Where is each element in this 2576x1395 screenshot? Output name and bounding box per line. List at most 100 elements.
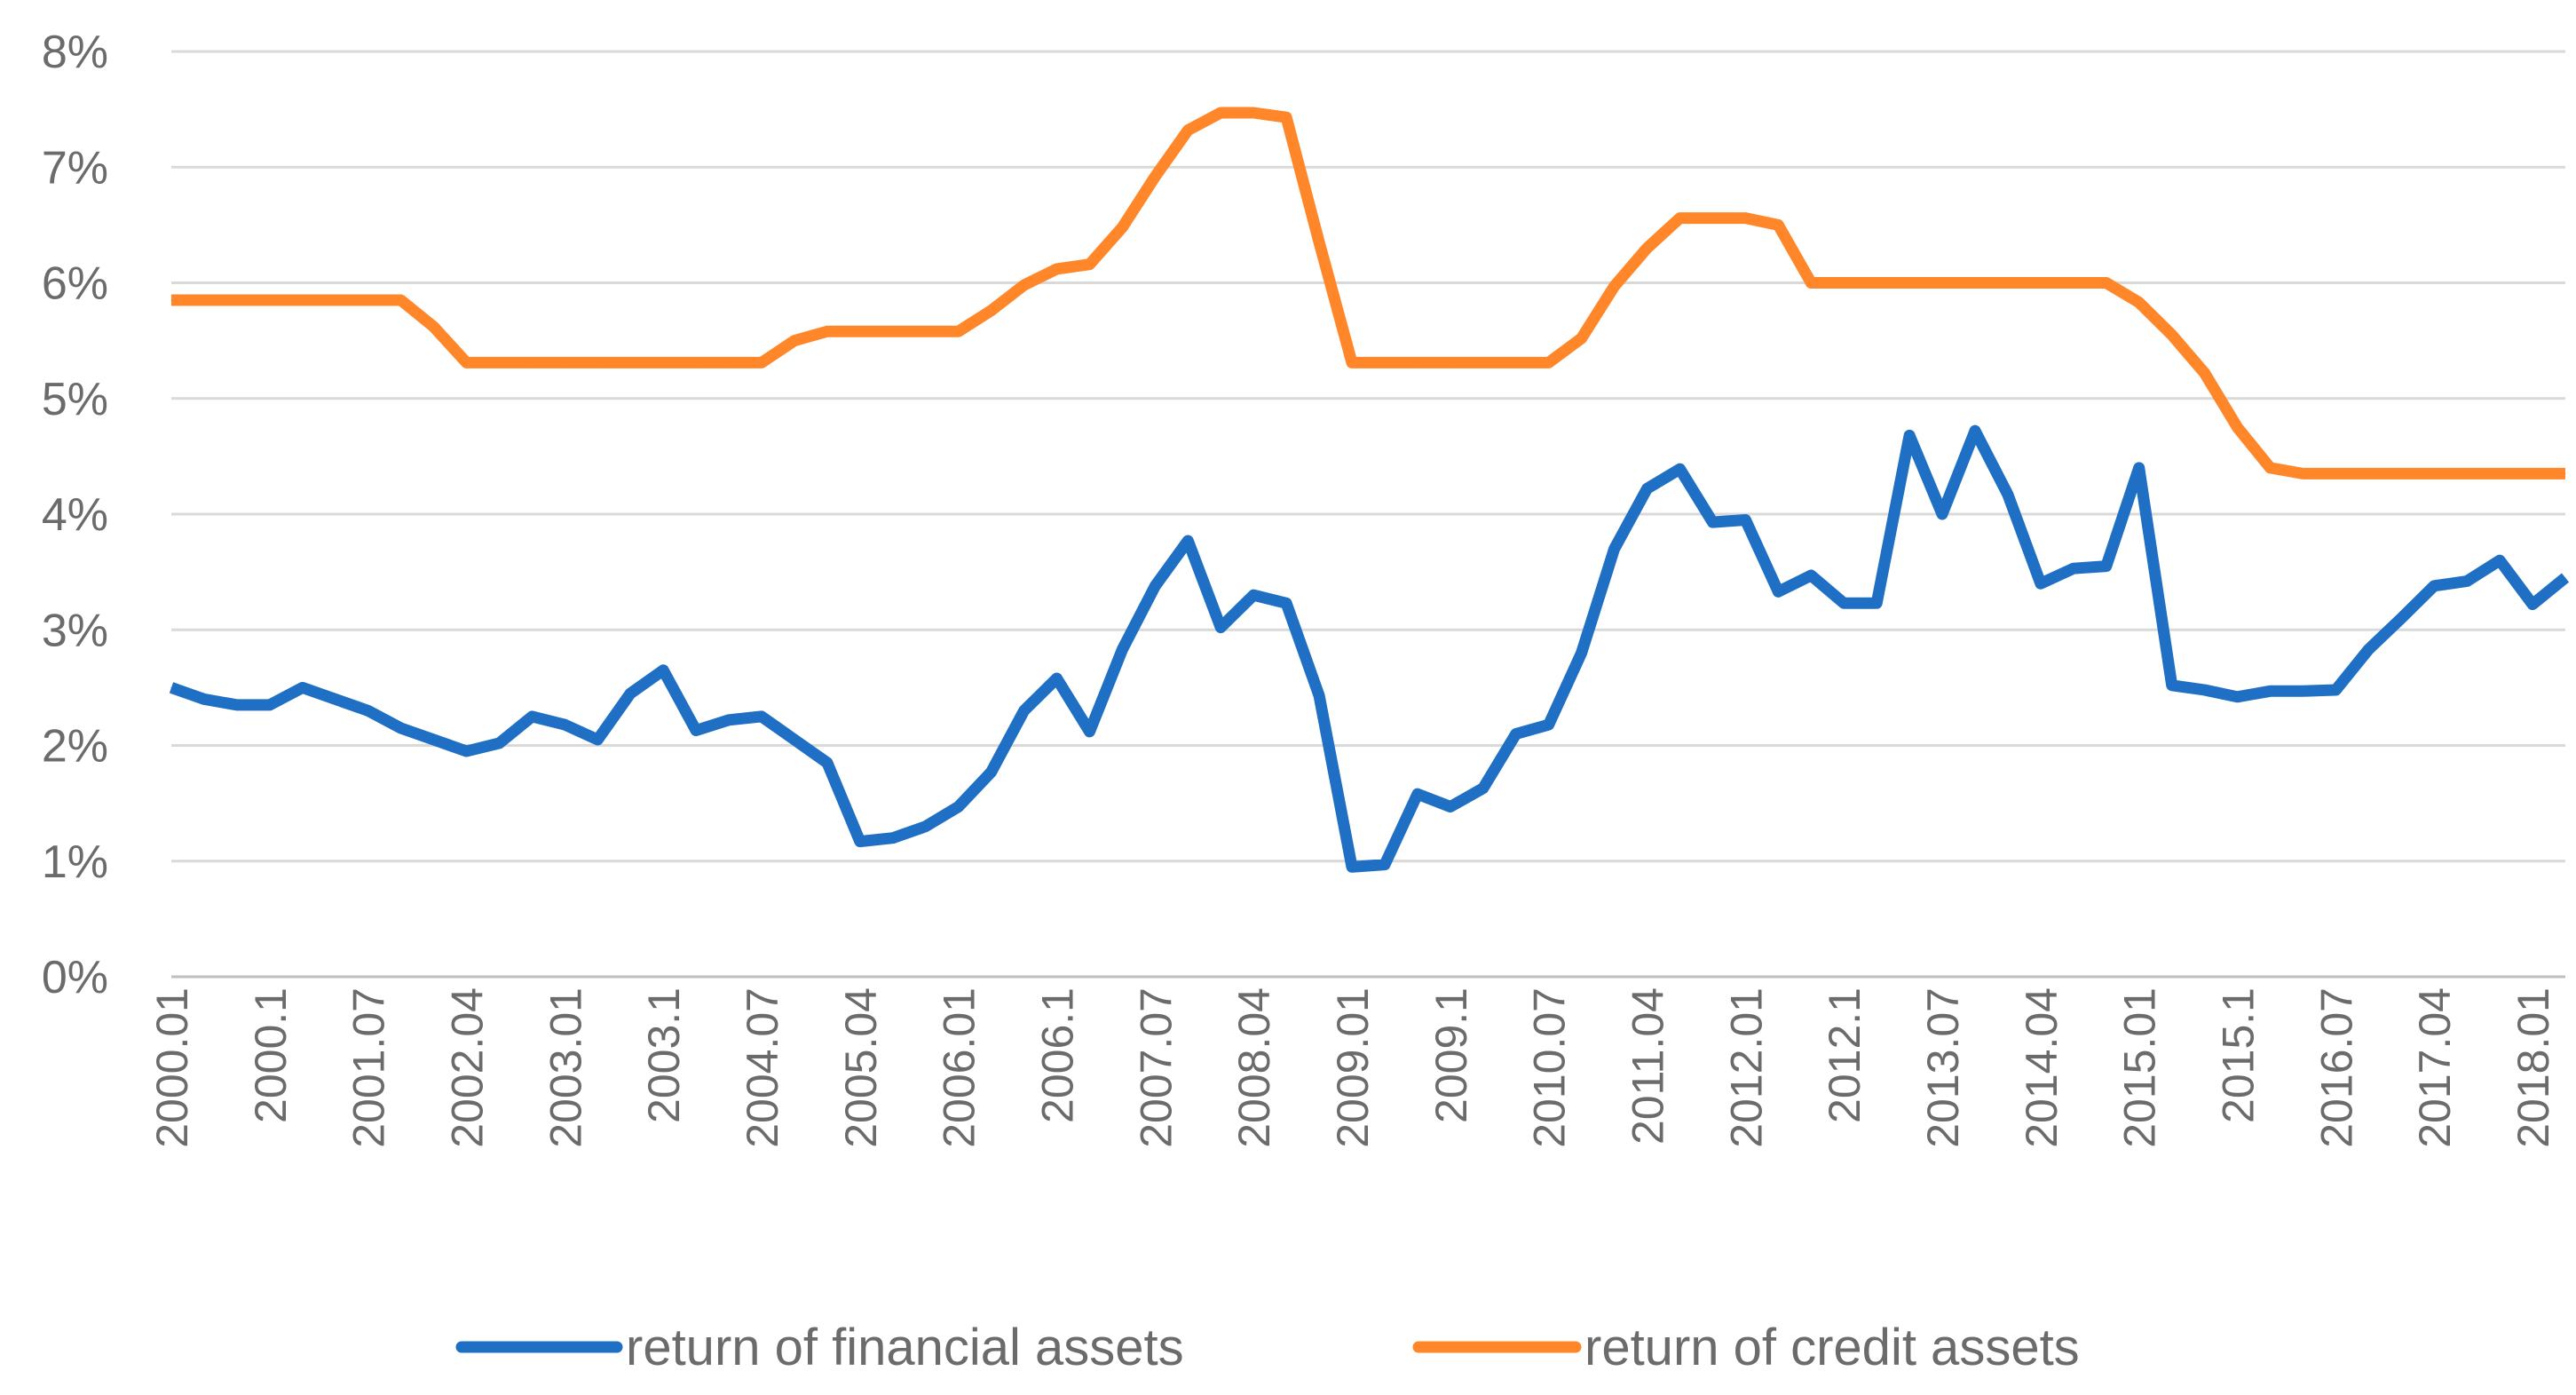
x-tick-label: 2007.07: [1131, 987, 1181, 1148]
data-point: [2138, 467, 2140, 469]
data-point: [629, 361, 631, 363]
data-point: [1023, 709, 1025, 711]
data-point: [695, 730, 697, 732]
data-point: [1941, 282, 1943, 283]
data-point: [170, 686, 172, 688]
x-tick-label: 2006.01: [935, 987, 984, 1148]
y-tick-label: 1%: [42, 836, 108, 888]
data-point: [1810, 282, 1812, 283]
data-point: [1581, 337, 1583, 339]
data-point: [1121, 226, 1123, 228]
data-point: [367, 709, 369, 711]
x-tick-label: 2001.07: [344, 987, 394, 1148]
y-tick-label: 8%: [42, 27, 108, 78]
data-point: [466, 361, 467, 363]
data-point: [2400, 472, 2402, 474]
data-point: [335, 698, 336, 700]
data-point: [2499, 559, 2501, 561]
data-point: [2466, 581, 2468, 582]
data-point: [1417, 793, 1418, 795]
data-point: [2073, 567, 2074, 569]
x-tick-label: 2013.07: [1918, 987, 1968, 1148]
x-tick-label: 2003.1: [639, 987, 689, 1123]
x-tick-label: 2010.07: [1525, 987, 1575, 1148]
x-tick-label: 2002.04: [443, 987, 493, 1148]
data-point: [1351, 361, 1353, 363]
data-point: [1810, 575, 1812, 576]
data-point: [236, 704, 238, 706]
x-tick-label: 2018.01: [2509, 987, 2558, 1148]
data-point: [433, 326, 435, 328]
data-point: [1974, 282, 1976, 283]
x-tick-label: 2006.1: [1033, 987, 1083, 1123]
data-point: [597, 361, 598, 363]
y-tick-label: 4%: [42, 489, 108, 541]
data-point: [400, 727, 402, 729]
data-point: [203, 299, 205, 301]
y-tick-label: 7%: [42, 142, 108, 194]
data-point: [1056, 268, 1057, 270]
data-point: [1023, 284, 1025, 286]
data-point: [1417, 361, 1418, 363]
data-point: [1843, 282, 1845, 283]
data-point: [2400, 617, 2402, 619]
data-point: [302, 299, 304, 301]
x-tick-label: 2014.04: [2017, 987, 2066, 1148]
data-point: [1581, 652, 1583, 654]
data-point: [2040, 583, 2042, 584]
data-point: [1711, 521, 1713, 523]
data-point: [2171, 334, 2173, 336]
data-point: [499, 361, 500, 363]
data-point: [1318, 695, 1320, 696]
data-point: [236, 299, 238, 301]
data-point: [170, 299, 172, 301]
x-tick-label: 2015.1: [2214, 987, 2264, 1123]
data-point: [302, 686, 304, 688]
data-point: [958, 330, 960, 332]
data-point: [1089, 731, 1090, 733]
data-point: [826, 330, 828, 332]
data-point: [2433, 472, 2435, 474]
data-point: [2367, 648, 2369, 650]
data-point: [695, 361, 697, 363]
data-point: [1252, 112, 1254, 114]
x-tick-label: 2000.01: [147, 987, 197, 1148]
data-point: [1285, 116, 1287, 118]
data-point: [433, 739, 435, 741]
data-point: [1187, 130, 1189, 131]
data-point: [925, 826, 927, 828]
data-point: [2270, 690, 2271, 692]
data-point: [1154, 585, 1156, 587]
data-point: [794, 739, 795, 741]
data-point: [1121, 648, 1123, 650]
data-point: [1351, 866, 1353, 868]
legend-label: return of credit assets: [1584, 1319, 2080, 1376]
y-tick-label: 6%: [42, 258, 108, 310]
data-point: [761, 361, 763, 363]
data-point: [2367, 472, 2369, 474]
data-point: [269, 704, 271, 706]
x-tick-label: 2011.04: [1624, 987, 1673, 1145]
data-point: [1384, 864, 1386, 866]
data-point: [2007, 282, 2009, 283]
data-point: [2138, 302, 2140, 304]
legend-label: return of financial assets: [626, 1319, 1184, 1376]
data-point: [2007, 494, 2009, 495]
data-point: [826, 762, 828, 764]
data-point: [499, 742, 500, 744]
data-point: [2237, 426, 2238, 428]
data-point: [991, 772, 992, 773]
data-point: [1614, 548, 1616, 550]
data-point: [335, 299, 336, 301]
x-tick-label: 2004.07: [738, 987, 787, 1148]
data-point: [2204, 689, 2206, 691]
data-point: [1777, 590, 1779, 592]
data-point: [367, 299, 369, 301]
data-point: [1548, 361, 1550, 363]
data-point: [597, 739, 598, 741]
data-point: [1482, 788, 1484, 789]
x-tick-label: 2009.1: [1426, 987, 1476, 1123]
data-point: [2433, 585, 2435, 587]
